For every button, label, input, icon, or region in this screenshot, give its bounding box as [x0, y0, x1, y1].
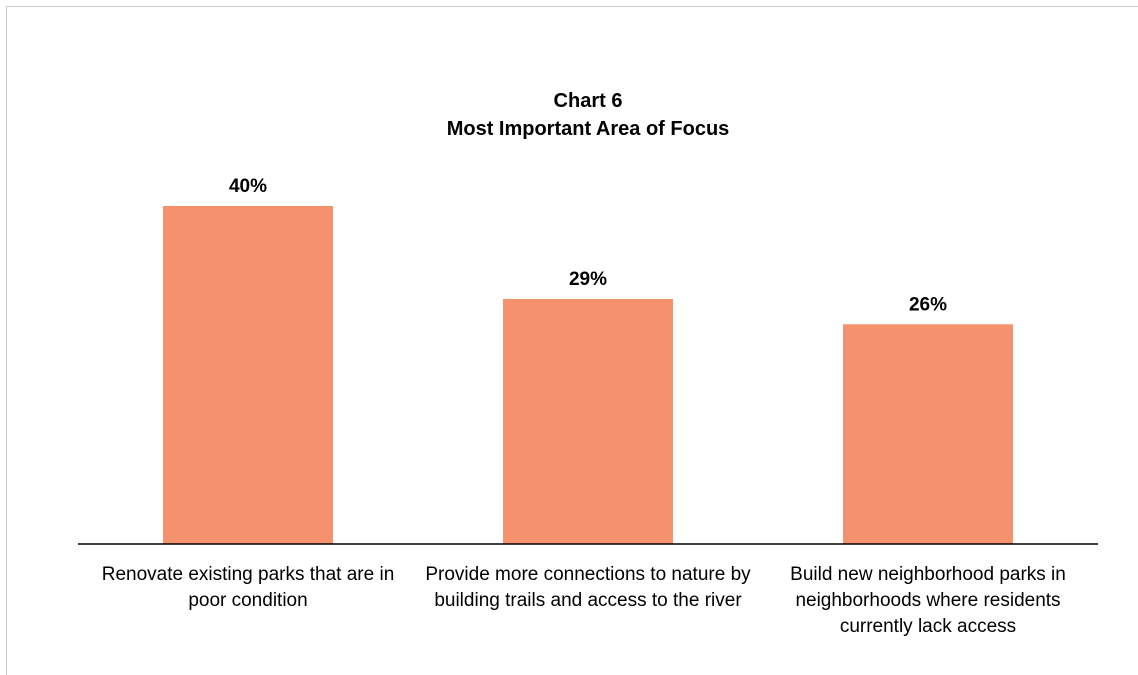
bar — [843, 324, 1013, 544]
chart-title: Chart 6 — [554, 90, 623, 112]
value-label: 29% — [569, 269, 607, 290]
bar — [503, 298, 673, 544]
chart-frame — [6, 6, 1138, 675]
bar — [163, 206, 333, 544]
x-tick-label: Provide more connections to nature by bu… — [425, 564, 751, 611]
x-tick-label: Build new neighborhood parks in neighbor… — [790, 564, 1066, 637]
value-label: 40% — [229, 176, 267, 197]
chart-subtitle: Most Important Area of Focus — [447, 118, 730, 140]
value-label: 26% — [909, 294, 947, 315]
x-tick-label: Renovate existing parks that are in poor… — [101, 564, 395, 611]
